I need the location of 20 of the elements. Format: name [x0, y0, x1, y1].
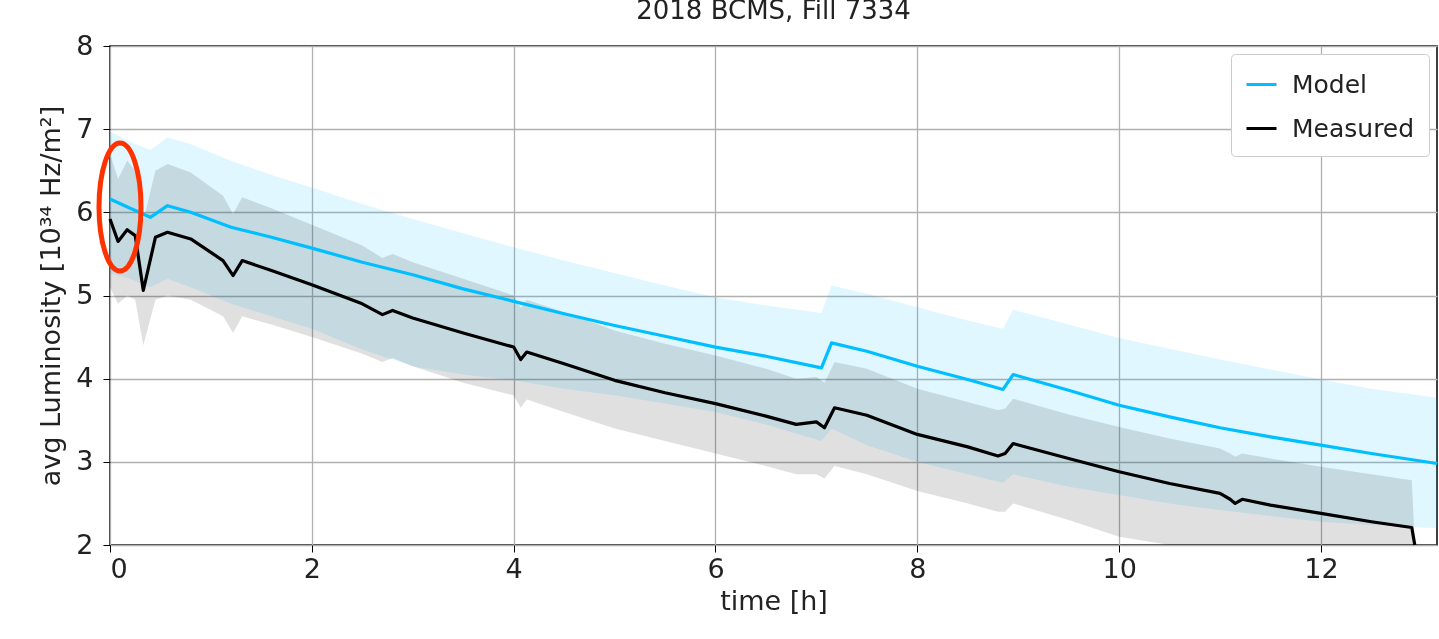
x-tick-label: 8	[909, 552, 927, 584]
y-tick-label: 6	[76, 195, 94, 227]
x-tick-label: 6	[707, 552, 725, 584]
chart-title: 2018 BCMS, Fill 7334	[636, 0, 911, 25]
x-tick-label: 2	[303, 552, 321, 584]
y-tick-label: 5	[76, 279, 94, 310]
x-tick-label: 4	[505, 552, 523, 584]
y-tick-label: 4	[76, 362, 94, 394]
legend-label: Measured	[1292, 113, 1415, 143]
x-tick-label: 0	[110, 552, 128, 584]
y-tick-label: 2	[76, 528, 94, 560]
line-series	[108, 197, 1439, 466]
y-tick-label: 8	[76, 29, 94, 61]
legend-label: Model	[1292, 69, 1368, 99]
x-tick-label: 10	[1102, 552, 1137, 584]
y-tick-label: 3	[76, 445, 94, 477]
x-axis-title: time [h]	[720, 584, 828, 616]
y-axis-title: avg Luminosity [10³⁴ Hz/m²]	[35, 105, 67, 487]
x-tick-label: 12	[1304, 552, 1339, 584]
y-tick-label: 7	[76, 112, 94, 144]
